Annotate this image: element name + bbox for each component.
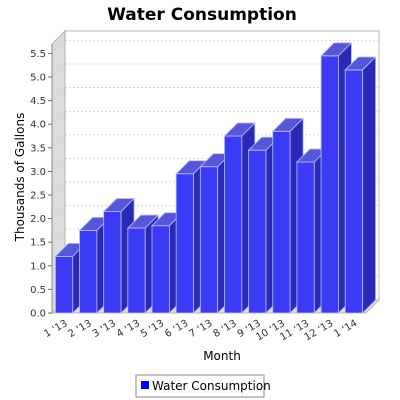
x-tick-label: 4 '13 xyxy=(115,318,142,340)
grid-line-side xyxy=(51,87,66,101)
y-tick-label: 1.5 xyxy=(30,238,46,249)
bar xyxy=(127,227,146,314)
grid-line-side xyxy=(51,181,66,196)
chart-title: Water Consumption xyxy=(107,5,297,25)
y-tick-label: 1.0 xyxy=(30,261,46,272)
bar xyxy=(344,69,364,314)
x-tick-label: 3 '13 xyxy=(91,318,118,340)
y-tick-label: 5.5 xyxy=(30,49,46,60)
x-tick-label: 6 '13 xyxy=(163,318,190,340)
bar xyxy=(199,166,219,314)
y-tick-label: 4.5 xyxy=(30,96,46,107)
legend: Water Consumption xyxy=(135,374,271,398)
y-tick-label: 0.0 xyxy=(30,309,46,320)
bar xyxy=(175,173,194,314)
y-tick-label: 3.5 xyxy=(30,143,46,154)
legend-item-water-consumption: Water Consumption xyxy=(152,379,271,393)
grid-line-side xyxy=(51,40,66,54)
x-tick-label: 5 '13 xyxy=(139,318,166,340)
x-tick-label: 8 '13 xyxy=(211,318,238,340)
grid-line-side xyxy=(51,158,66,172)
bar xyxy=(272,130,291,314)
bar xyxy=(151,225,170,314)
y-tick-label: 4.0 xyxy=(30,120,46,131)
bar xyxy=(248,149,267,314)
y-tick-label: 3.0 xyxy=(30,167,46,178)
x-tick-label: 2 '13 xyxy=(67,318,94,340)
bar xyxy=(320,55,339,314)
bar xyxy=(54,255,74,314)
y-tick-label: 0.5 xyxy=(30,285,46,296)
y-tick-label: 5.0 xyxy=(30,73,46,84)
bar-side xyxy=(362,55,377,314)
bar xyxy=(296,161,315,314)
grid-line-side xyxy=(51,63,66,78)
grid-line-side xyxy=(51,205,66,219)
y-tick-label: 2.5 xyxy=(30,191,46,202)
x-tick-label: 1 '14 xyxy=(332,318,359,340)
legend-swatch xyxy=(141,381,149,389)
bar xyxy=(79,230,98,314)
legend-box xyxy=(135,374,265,398)
bar xyxy=(103,211,122,314)
x-axis-label: Month xyxy=(203,349,241,363)
bar xyxy=(224,135,243,314)
grid-line-side xyxy=(51,228,66,243)
x-tick-label: 1 '13 xyxy=(42,318,69,340)
y-axis-label: Thousands of Gallons xyxy=(13,113,27,243)
x-tick-label: 7 '13 xyxy=(187,318,214,340)
grid-line-side xyxy=(51,134,66,149)
grid-line-side xyxy=(51,110,66,125)
plot-area: 0.0 0.5 1.0 1.5 2.0 2.5 3.0 3.5 4.0 4.5 5.0 5.5 1 '1… xyxy=(30,30,380,343)
y-tick-label: 2.0 xyxy=(30,214,46,225)
